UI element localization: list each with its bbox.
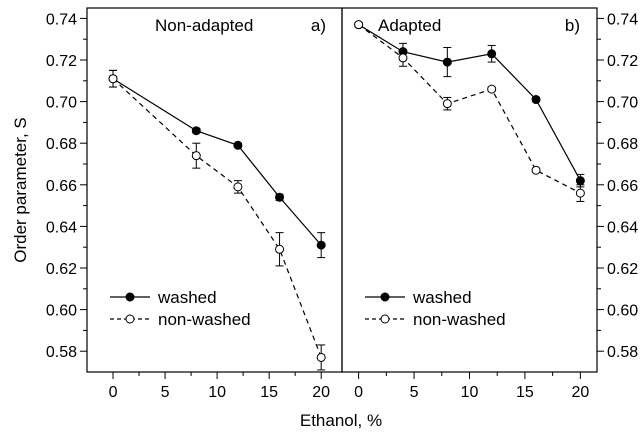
x-tick-label: 15 [516,384,534,401]
x-tick-label: 0 [109,384,118,401]
legend-marker [380,292,390,302]
legend: washed non-washed [110,288,251,329]
x-tick-label: 10 [208,384,226,401]
series-line-washed [358,24,581,181]
data-point-non-washed [575,188,585,198]
data-point-washed [487,49,497,59]
data-point-washed [191,126,201,136]
y-tick-label: 0.68 [607,136,638,153]
data-point-non-washed [354,20,364,30]
legend-marker [125,292,135,302]
data-point-washed [233,140,243,150]
panel-a: 0 5 10 15 20 0.58 0.60 0.62 0.64 0.66 0.68 0.70 0.72… [46,7,343,401]
legend-label: non-washed [158,310,251,329]
x-tick-label: 15 [260,384,278,401]
y-tick-label: 0.58 [46,344,77,361]
y-tick-label: 0.66 [607,178,638,195]
y-tick-label: 0.70 [607,95,638,112]
legend-marker [380,314,390,324]
y-tick-label: 0.68 [46,136,77,153]
x-axis-title: Ethanol, % [300,411,382,430]
series-line-non-washed [358,24,581,194]
y-tick-label: 0.74 [607,11,638,28]
legend: washed non-washed [365,288,506,329]
y-tick-label: 0.74 [46,11,77,28]
y-tick-label: 0.66 [46,178,77,195]
data-point-non-washed [442,99,452,109]
data-point-non-washed [316,352,326,362]
y-tick-label: 0.60 [607,303,638,320]
legend-label: non-washed [413,310,506,329]
y-tick-label: 0.62 [607,261,638,278]
legend-label: washed [412,288,472,307]
y-tick-label: 0.58 [607,344,638,361]
y-tick-label: 0.64 [46,219,77,236]
data-point-washed [275,192,285,202]
x-tick-label: 20 [312,384,330,401]
legend-marker [125,314,135,324]
data-point-washed [316,240,326,250]
data-point-non-washed [191,151,201,161]
data-point-non-washed [487,84,497,94]
data-point-non-washed [398,53,408,63]
data-point-washed [531,95,541,105]
legend-label: washed [157,288,217,307]
data-point-washed [575,176,585,186]
x-tick-label: 10 [461,384,479,401]
x-tick-label: 5 [410,384,419,401]
data-point-non-washed [233,182,243,192]
panel-letter: a) [311,16,326,35]
panel-b: 0 5 10 15 20 0.58 0.60 0.62 0.64 0.66 0.68 0.70 0.72… [341,7,638,401]
y-tick-label: 0.72 [46,53,77,70]
y-tick-label: 0.72 [607,53,638,70]
y-tick-label: 0.70 [46,95,77,112]
y-tick-label: 0.64 [607,219,638,236]
data-point-washed [442,57,452,67]
y-axis-title: Order parameter, S [11,117,30,263]
data-point-non-washed [275,244,285,254]
y-tick-label: 0.62 [46,261,77,278]
panel-title: Non-adapted [155,16,253,35]
x-tick-label: 5 [161,384,170,401]
data-point-non-washed [108,74,118,84]
x-tick-label: 20 [571,384,589,401]
panel-letter: b) [565,16,580,35]
data-point-non-washed [531,165,541,175]
panel-title: Adapted [378,16,441,35]
y-tick-label: 0.60 [46,303,77,320]
x-tick-label: 0 [354,384,363,401]
series-line-washed [112,78,322,246]
